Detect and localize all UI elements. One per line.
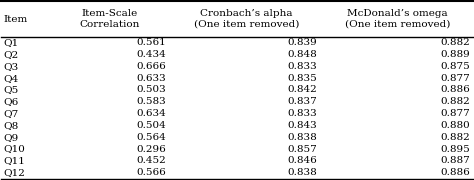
Text: 0.835: 0.835 [287,74,317,83]
Text: 0.434: 0.434 [137,50,166,59]
Text: 0.838: 0.838 [287,133,317,142]
Text: Q12: Q12 [4,168,26,177]
Text: 0.875: 0.875 [440,62,470,71]
Text: 0.564: 0.564 [137,133,166,142]
Text: 0.842: 0.842 [287,86,317,94]
Text: Q1: Q1 [4,38,19,47]
Text: 0.838: 0.838 [287,168,317,177]
Text: Cronbach’s alpha
(One item removed): Cronbach’s alpha (One item removed) [194,9,299,29]
Text: 0.846: 0.846 [287,156,317,165]
Text: 0.452: 0.452 [137,156,166,165]
Text: 0.566: 0.566 [137,168,166,177]
Text: Q4: Q4 [4,74,19,83]
Text: Q10: Q10 [4,145,26,154]
Text: Q6: Q6 [4,97,19,106]
Text: Q11: Q11 [4,156,26,165]
Text: Q5: Q5 [4,86,19,94]
Text: 0.666: 0.666 [137,62,166,71]
Text: 0.882: 0.882 [440,133,470,142]
Text: 0.882: 0.882 [440,97,470,106]
Text: 0.886: 0.886 [440,86,470,94]
Text: 0.833: 0.833 [287,109,317,118]
Text: 0.504: 0.504 [137,121,166,130]
Text: 0.877: 0.877 [440,74,470,83]
Text: 0.895: 0.895 [440,145,470,154]
Text: 0.889: 0.889 [440,50,470,59]
Text: 0.633: 0.633 [137,74,166,83]
Text: 0.561: 0.561 [137,38,166,47]
Text: 0.857: 0.857 [287,145,317,154]
Text: Item: Item [4,15,28,24]
Text: Q8: Q8 [4,121,19,130]
Text: Q7: Q7 [4,109,19,118]
Text: Item-Scale
Correlation: Item-Scale Correlation [80,9,140,29]
Text: 0.882: 0.882 [440,38,470,47]
Text: Q3: Q3 [4,62,19,71]
Text: 0.503: 0.503 [137,86,166,94]
Text: 0.843: 0.843 [287,121,317,130]
Text: Q2: Q2 [4,50,19,59]
Text: 0.848: 0.848 [287,50,317,59]
Text: 0.833: 0.833 [287,62,317,71]
Text: 0.886: 0.886 [440,168,470,177]
Text: 0.837: 0.837 [287,97,317,106]
Text: 0.296: 0.296 [137,145,166,154]
Text: 0.634: 0.634 [137,109,166,118]
Text: Q9: Q9 [4,133,19,142]
Text: 0.880: 0.880 [440,121,470,130]
Text: McDonald’s omega
(One item removed): McDonald’s omega (One item removed) [345,9,450,29]
Text: 0.583: 0.583 [137,97,166,106]
Text: 0.887: 0.887 [440,156,470,165]
Text: 0.877: 0.877 [440,109,470,118]
Text: 0.839: 0.839 [287,38,317,47]
